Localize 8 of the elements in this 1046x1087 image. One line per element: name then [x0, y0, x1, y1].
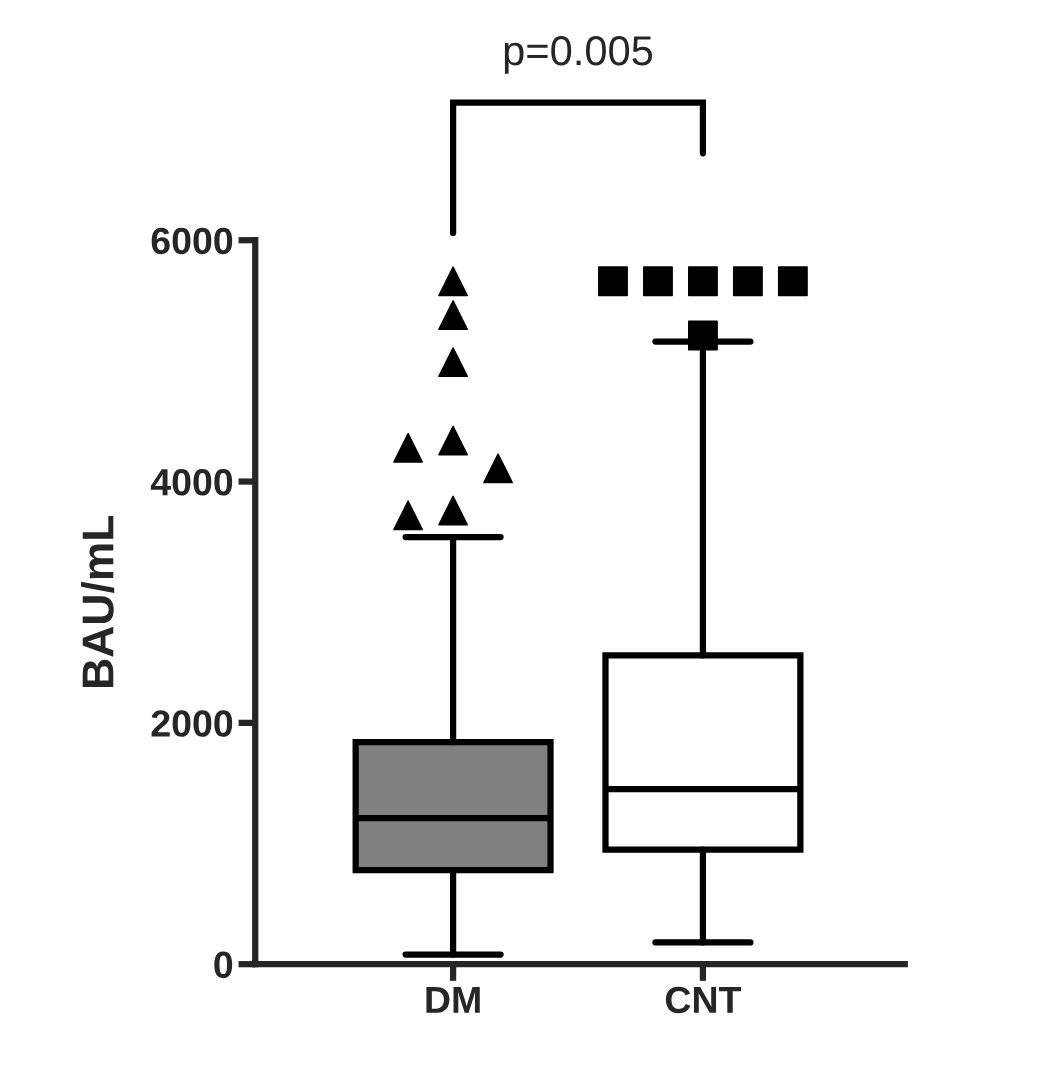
x-tick-label: CNT [665, 986, 742, 1014]
y-axis-title: BAU/mL [81, 515, 115, 687]
text: p=0.005 [504, 35, 653, 74]
y-tick-label: 6000 [151, 227, 233, 255]
y-tick-label: 0 [214, 951, 233, 979]
y-tick-label: 4000 [150, 468, 233, 496]
x-tick-label: DM [426, 987, 480, 1013]
y-tick-label: 2000 [151, 710, 233, 737]
